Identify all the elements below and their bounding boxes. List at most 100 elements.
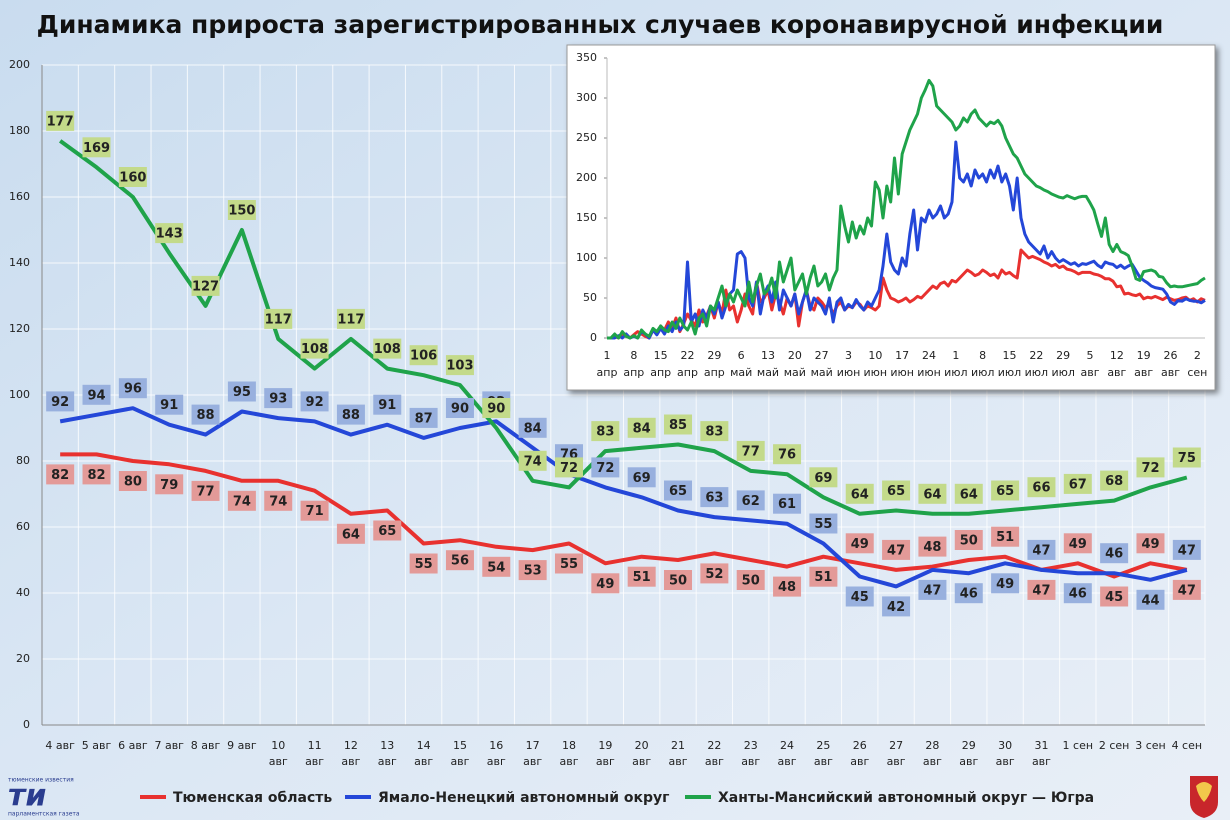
value-label-box — [700, 487, 729, 508]
chart-title: Динамика прироста зарегистрированных слу… — [37, 10, 1164, 39]
value-label: 92 — [306, 395, 324, 410]
value-label-box — [300, 500, 329, 521]
value-label-box — [191, 480, 220, 501]
value-label-box — [155, 223, 184, 244]
x-tick-label: 7 авг — [154, 739, 184, 752]
value-label-box — [518, 417, 547, 438]
value-label: 49 — [851, 537, 869, 552]
value-label-box — [373, 394, 402, 415]
value-label-box — [264, 490, 293, 511]
value-label-box — [409, 553, 438, 574]
x-tick-label: авг — [559, 755, 578, 768]
value-label-box — [445, 550, 474, 571]
value-label-box — [482, 398, 511, 418]
value-label: 69 — [814, 471, 832, 486]
x-tick-label: июл — [1025, 366, 1048, 379]
y-tick-label: 180 — [9, 124, 30, 137]
x-tick-label: 8 авг — [191, 739, 221, 752]
value-label-box — [627, 417, 656, 438]
value-label: 48 — [778, 580, 796, 595]
x-tick-label: июл — [998, 366, 1021, 379]
y-tick-label: 40 — [16, 586, 30, 599]
value-label-box — [82, 384, 111, 405]
value-label-box — [809, 566, 838, 587]
value-label: 80 — [124, 475, 142, 490]
x-tick-label: авг — [523, 755, 542, 768]
x-tick-label: 15 — [453, 739, 467, 752]
value-label-box — [1136, 589, 1165, 610]
value-label-box — [882, 539, 911, 560]
value-label-box — [82, 464, 111, 485]
value-label: 84 — [633, 421, 651, 436]
value-label-box — [954, 483, 983, 504]
y-tick-label: 120 — [9, 322, 30, 335]
value-label: 74 — [269, 494, 287, 509]
x-tick-label: 22 — [681, 349, 695, 362]
value-label: 65 — [378, 524, 396, 539]
x-tick-label: 13 — [380, 739, 394, 752]
emblem — [1190, 776, 1218, 818]
value-label: 90 — [487, 402, 505, 417]
value-label-box — [591, 421, 620, 442]
value-label: 72 — [596, 461, 614, 476]
value-label: 47 — [887, 543, 905, 558]
value-label: 51 — [814, 570, 832, 585]
x-tick-label: 6 — [738, 349, 745, 362]
value-label-box — [918, 579, 947, 600]
x-tick-label: 3 — [845, 349, 852, 362]
value-label: 66 — [1032, 481, 1050, 496]
y-tick-label: 200 — [576, 171, 597, 184]
value-label: 127 — [192, 279, 219, 294]
x-tick-label: 22 — [1029, 349, 1043, 362]
value-label: 49 — [996, 577, 1014, 592]
x-tick-label: апр — [597, 366, 618, 379]
y-tick-label: 150 — [576, 211, 597, 224]
x-tick-label: июн — [890, 366, 914, 379]
value-label: 49 — [1069, 537, 1087, 552]
x-tick-label: 1 — [604, 349, 611, 362]
value-label-box — [700, 421, 729, 442]
value-label-box — [1100, 586, 1129, 607]
x-tick-label: авг — [341, 755, 360, 768]
y-tick-label: 0 — [23, 718, 30, 731]
x-tick-label: 26 — [853, 739, 867, 752]
x-tick-label: июн — [864, 366, 888, 379]
value-label-box — [736, 570, 765, 590]
x-tick-label: май — [730, 366, 752, 379]
x-tick-label: 13 — [761, 349, 775, 362]
value-label: 44 — [1141, 593, 1159, 608]
value-label: 117 — [265, 312, 292, 327]
value-label: 64 — [923, 487, 941, 502]
x-tick-label: авг — [305, 755, 324, 768]
y-tick-label: 140 — [9, 256, 30, 269]
value-label-box — [155, 394, 184, 415]
x-tick-label: май — [757, 366, 779, 379]
x-tick-label: 6 авг — [118, 739, 148, 752]
value-label-box — [918, 536, 947, 557]
x-tick-label: июл — [971, 366, 994, 379]
value-label-box — [882, 480, 911, 501]
value-label-box — [155, 474, 184, 495]
value-label: 64 — [851, 487, 869, 502]
value-label-box — [409, 345, 438, 366]
value-label-box — [991, 480, 1020, 501]
value-label-box — [700, 563, 729, 584]
value-label: 71 — [306, 504, 324, 519]
x-tick-label: 2 сен — [1099, 739, 1130, 752]
value-label: 88 — [342, 408, 360, 423]
x-tick-label: 29 — [1056, 349, 1070, 362]
logo-top: тюменские известия — [8, 777, 74, 784]
value-label: 68 — [1105, 474, 1123, 489]
value-label-box — [518, 450, 547, 471]
x-tick-label: 20 — [788, 349, 802, 362]
y-tick-label: 200 — [9, 58, 30, 71]
value-label: 76 — [778, 448, 796, 463]
value-label: 50 — [960, 534, 978, 549]
value-label: 47 — [1032, 543, 1050, 558]
value-label: 46 — [960, 587, 978, 602]
x-tick-label: 5 — [1087, 349, 1094, 362]
x-tick-label: 26 — [1164, 349, 1178, 362]
